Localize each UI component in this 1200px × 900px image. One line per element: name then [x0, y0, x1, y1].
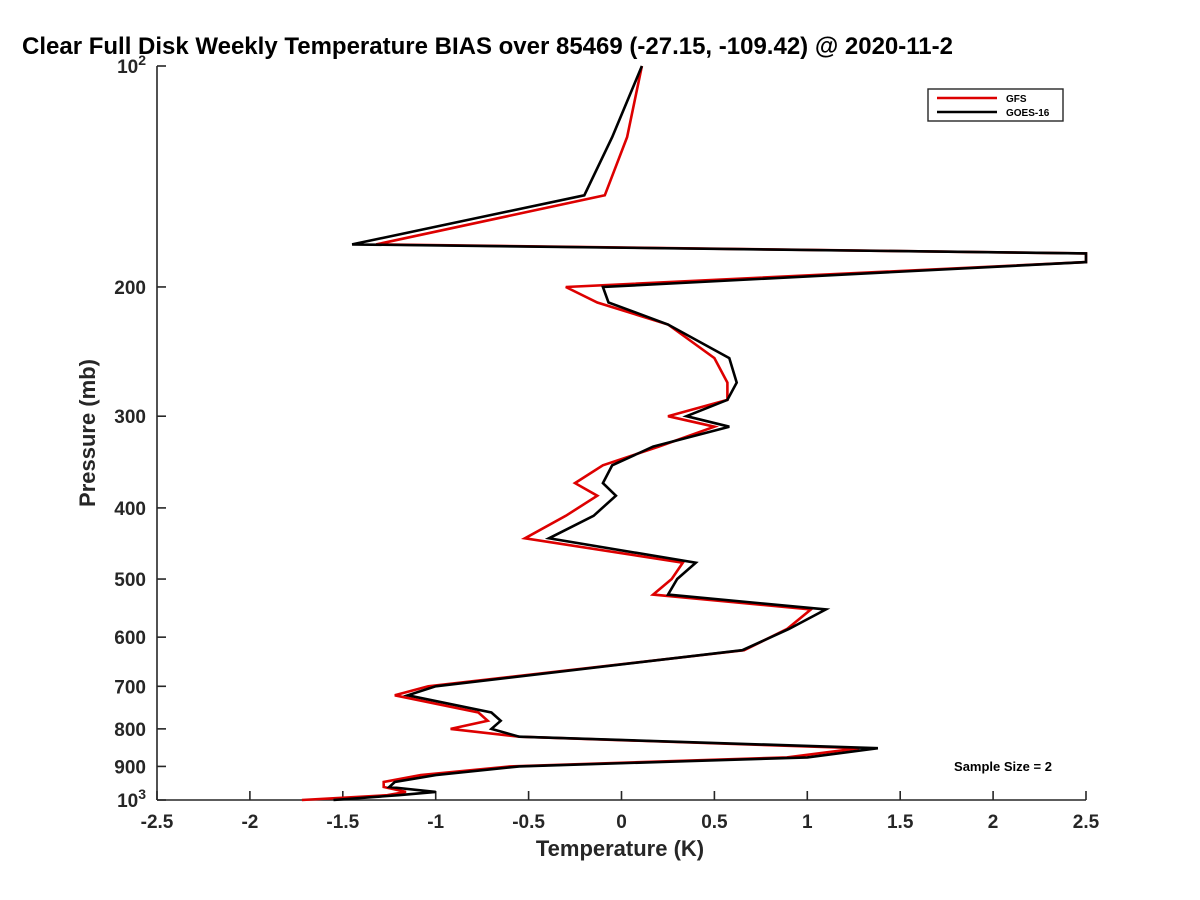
x-axis-ticks: -2.5 -2 -1.5 -1 -0.5 0 0.5 1 1.5 2 2.5 [141, 791, 1100, 833]
y-tick-label: 600 [114, 628, 146, 649]
legend-box [927, 88, 1064, 122]
plot-axes [156, 66, 1086, 801]
x-tick-label: -1.5 [326, 812, 359, 833]
x-tick-label: 1 [802, 812, 813, 833]
x-tick-label: -2 [241, 812, 258, 833]
x-tick-label: 2 [988, 812, 999, 833]
y-tick-label: 300 [114, 407, 146, 428]
sample-size-annotation: Sample Size = 2 [954, 759, 1052, 774]
y-tick-label: 200 [114, 278, 146, 299]
x-tick-label: -0.5 [512, 812, 545, 833]
x-tick-label: -2.5 [141, 812, 174, 833]
y-axis-label: Pressure (mb) [75, 359, 100, 507]
chart-title: Clear Full Disk Weekly Temperature BIAS … [22, 33, 953, 60]
x-tick-label: 0.5 [701, 812, 728, 833]
x-tick-label: 2.5 [1073, 812, 1100, 833]
x-tick-label: -1 [427, 812, 444, 833]
x-axis-label: Temperature (K) [536, 836, 704, 861]
y-tick-label: 700 [114, 677, 146, 698]
y-tick-label: 900 [114, 757, 146, 778]
y-tick-label: 103 [117, 786, 146, 812]
y-tick-label: 500 [114, 570, 146, 591]
series-lines [301, 65, 1088, 802]
x-tick-label: 1.5 [887, 812, 914, 833]
legend: GFS GOES-16 [927, 88, 1064, 122]
y-tick-label: 400 [114, 499, 146, 520]
y-tick-label: 800 [114, 720, 146, 741]
legend-label: GOES-16 [1006, 108, 1050, 119]
series-line-gfs [301, 65, 1088, 802]
series-line-goes-16 [333, 65, 1088, 802]
legend-label: GFS [1006, 94, 1027, 105]
x-tick-label: 0 [616, 812, 627, 833]
